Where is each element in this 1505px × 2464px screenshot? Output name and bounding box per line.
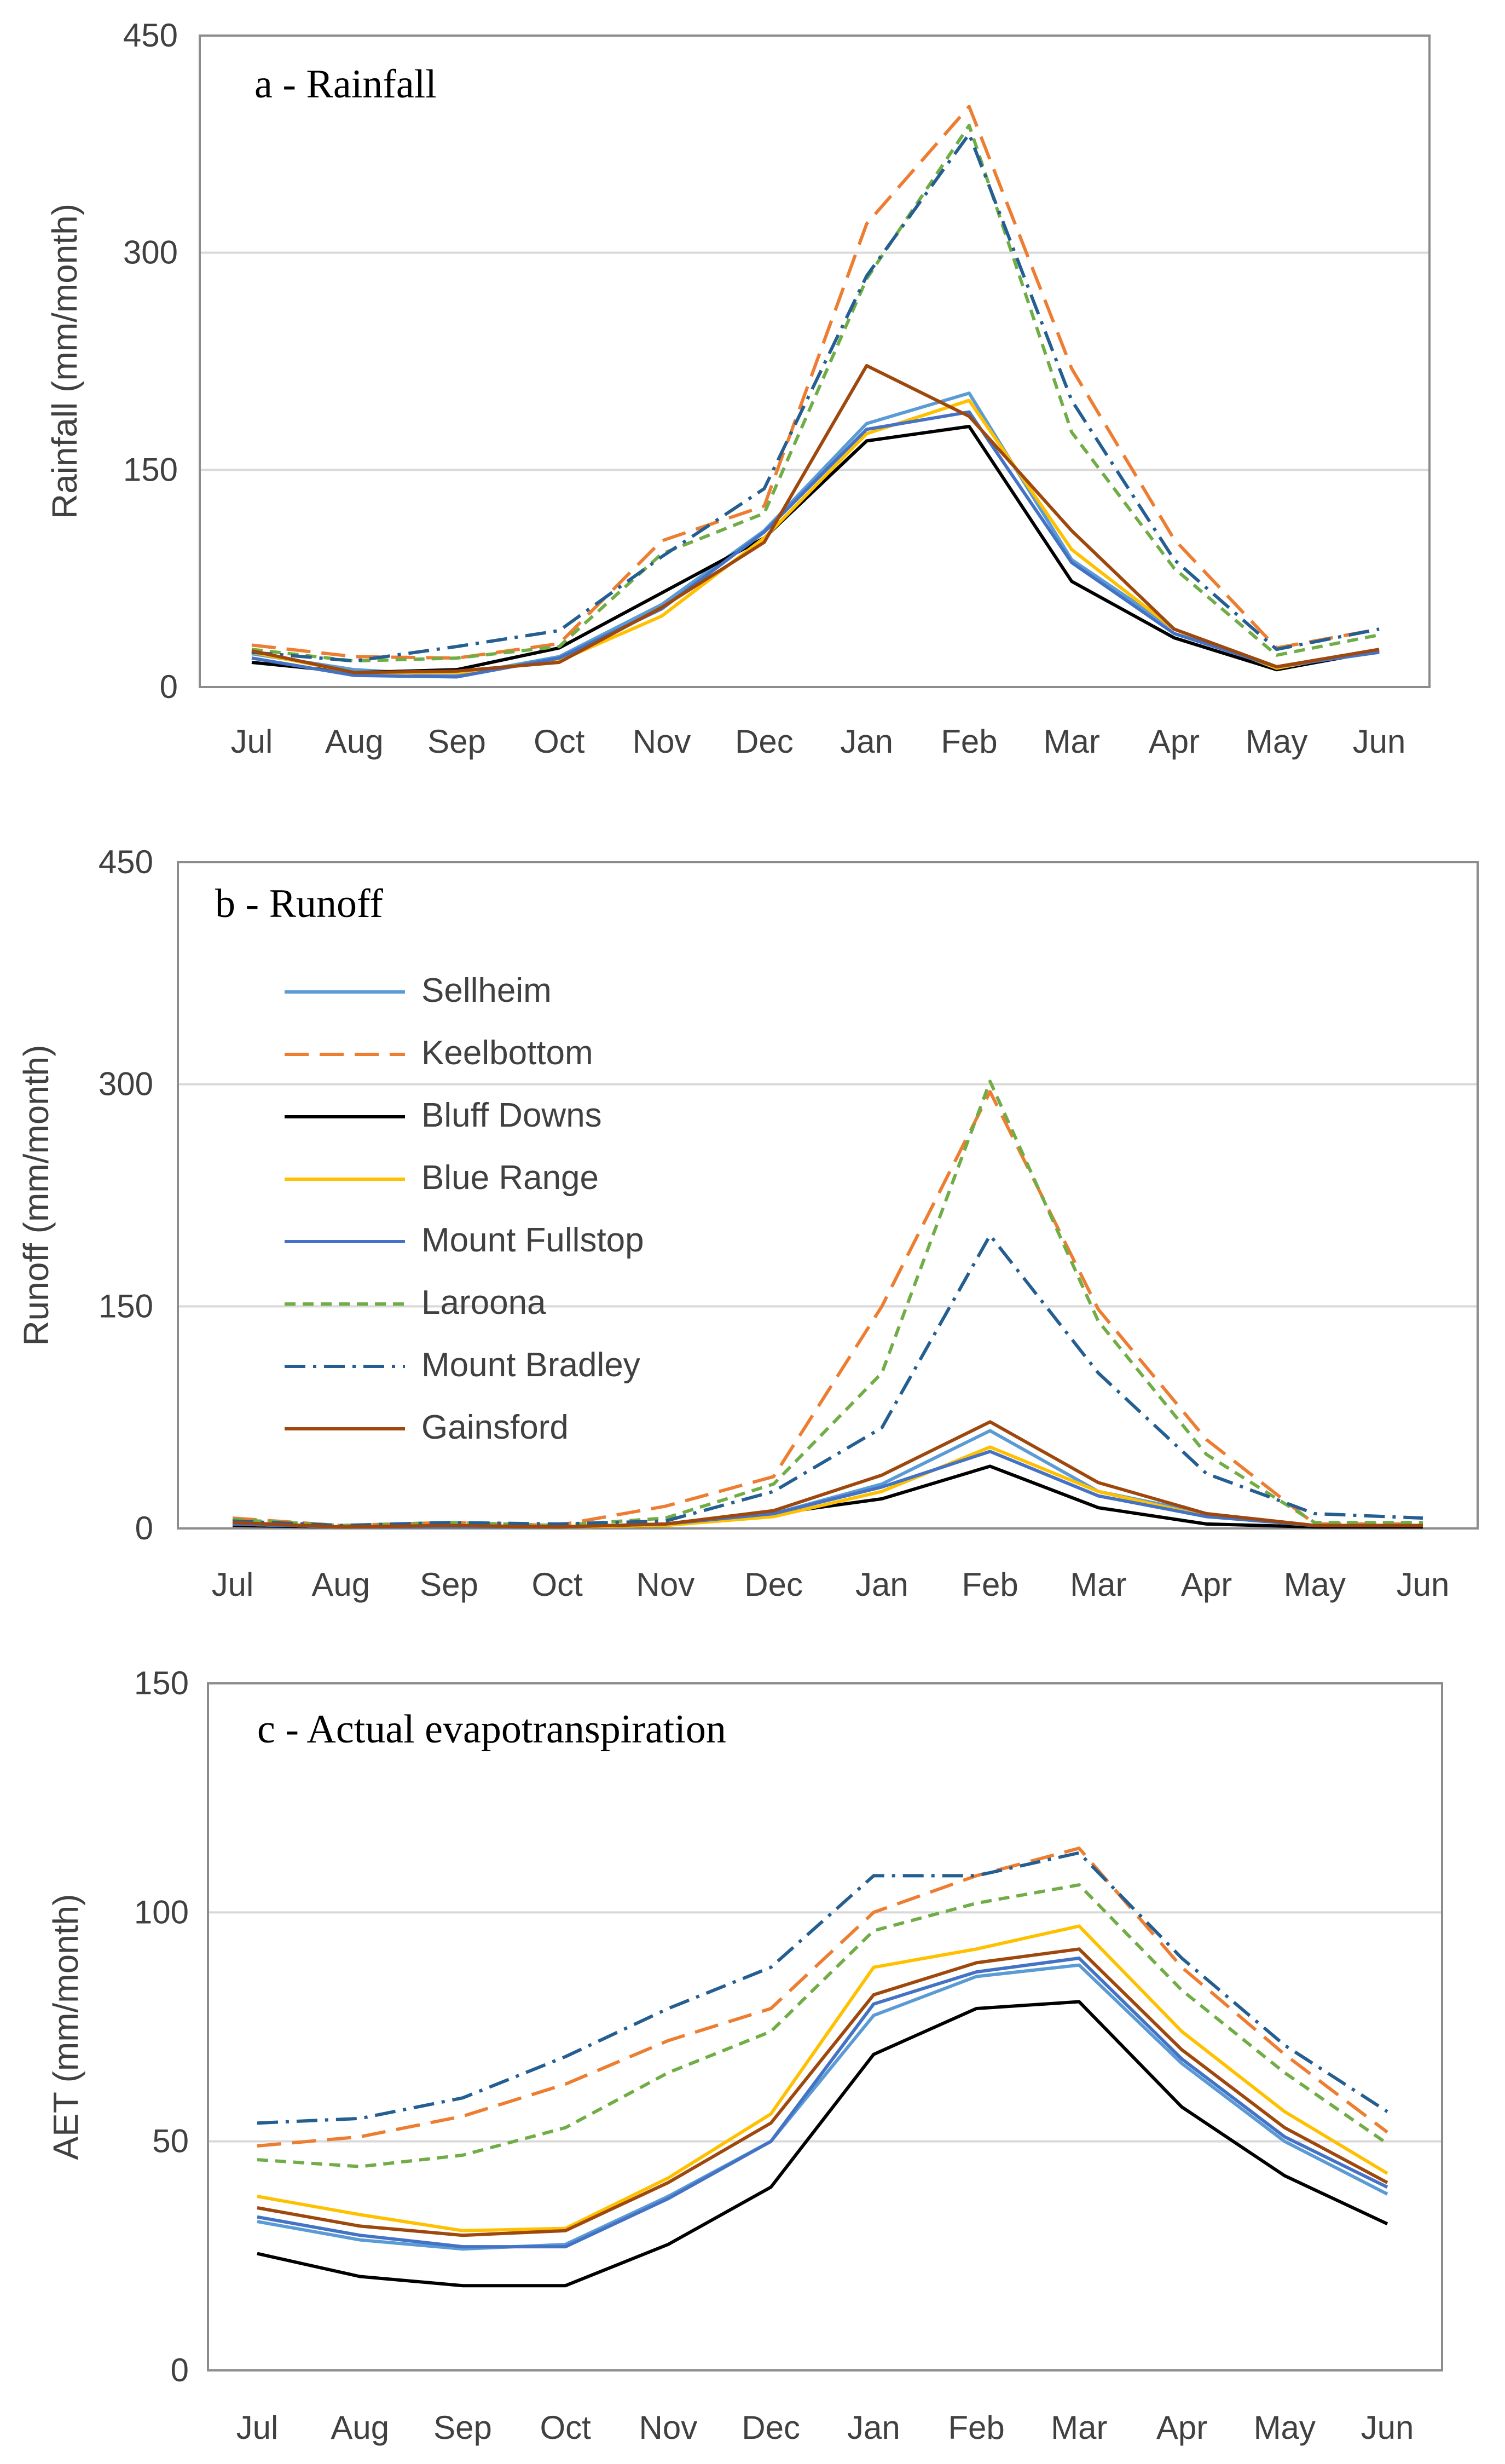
y-tick-label: 450 [123, 17, 178, 54]
y-axis-label: Rainfall (mm/month) [45, 204, 84, 519]
x-tick-label: Oct [540, 2409, 592, 2446]
series-line-sellheim [251, 391, 1380, 677]
y-tick-label: 100 [134, 1894, 189, 1930]
x-tick-label: Dec [744, 1566, 803, 1603]
x-tick-label: Jan [847, 2409, 900, 2446]
x-tick-label: Sep [433, 2409, 492, 2446]
x-tick-label: Nov [636, 1566, 695, 1603]
series-line-blue-range [251, 399, 1380, 674]
x-tick-label: Oct [532, 1566, 583, 1603]
series-line-mount-bradley [257, 1851, 1388, 2125]
x-tick-label: Aug [325, 723, 384, 760]
y-tick-label: 0 [160, 668, 178, 705]
x-tick-label: Feb [948, 2409, 1004, 2446]
series-line-bluff-downs [251, 425, 1380, 674]
x-tick-label: Mar [1051, 2409, 1107, 2446]
legend-label: Sellheim [421, 972, 552, 1009]
legend-label: Bluff Downs [421, 1097, 602, 1134]
x-tick-label: Oct [534, 723, 585, 760]
y-tick-label: 50 [152, 2123, 189, 2160]
y-tick-label: 150 [99, 1288, 153, 1324]
legend-label: Keelbottom [421, 1034, 593, 1072]
x-tick-label: Jan [840, 723, 893, 760]
panel-a: 0 150 300 450 Jul Aug Sep Oct Nov Dec Jan Feb Mar Apr… [45, 17, 1431, 760]
series-line-mount-bradley [232, 1233, 1423, 1527]
y-tick-label: 300 [99, 1066, 153, 1103]
plot-border [177, 861, 1479, 1530]
series-line-gainsford [251, 363, 1380, 674]
series-line-mount-fullstop [251, 410, 1380, 679]
panel-title: c - Actual evapotranspiration [257, 1707, 726, 1752]
series-line-blue-range [257, 1924, 1388, 2232]
x-tick-label: Mar [1044, 723, 1100, 760]
legend-label: Laroona [421, 1284, 546, 1322]
x-tick-label: Sep [427, 723, 486, 760]
panel-title: a - Rainfall [254, 62, 437, 107]
x-tick-label: Jul [236, 2409, 279, 2446]
y-tick-label: 150 [123, 451, 178, 488]
y-tick-label: 0 [135, 1510, 153, 1547]
y-axis-label: AET (mm/month) [46, 1894, 85, 2160]
legend: Sellheim Keelbottom Bluff Downs Blue Range M… [285, 972, 644, 1446]
x-tick-label: Nov [633, 723, 691, 760]
series-line-laroona [232, 1080, 1423, 1527]
x-tick-label: Aug [311, 1566, 370, 1603]
series-line-laroona [251, 124, 1380, 663]
series-line-laroona [257, 1883, 1388, 2168]
series-line-bluff-downs [257, 2000, 1388, 2288]
panel-title: b - Runoff [215, 881, 383, 926]
x-tick-label: Apr [1181, 1566, 1232, 1603]
x-tick-label: Jun [1361, 2409, 1414, 2446]
legend-label: Gainsford [421, 1409, 569, 1446]
panel-c: 0 50 100 150 Jul Aug Sep Oct Nov Dec Jan Feb Mar Apr M… [46, 1665, 1443, 2446]
x-tick-label: Dec [735, 723, 794, 760]
series-line-gainsford [232, 1420, 1423, 1529]
x-tick-label: Jan [855, 1566, 908, 1603]
series-line-mount-fullstop [232, 1450, 1423, 1529]
legend-label: Mount Bradley [421, 1346, 640, 1384]
legend-label: Blue Range [421, 1159, 599, 1197]
x-tick-label: Mar [1070, 1566, 1126, 1603]
x-tick-label: Apr [1156, 2409, 1207, 2446]
x-tick-label: Apr [1149, 723, 1200, 760]
x-tick-label: Jul [231, 723, 273, 760]
series-line-sellheim [257, 1963, 1388, 2251]
x-tick-label: Jun [1397, 1566, 1450, 1603]
legend-label: Mount Fullstop [421, 1221, 644, 1259]
x-tick-label: Feb [962, 1566, 1018, 1603]
x-tick-label: May [1254, 2409, 1316, 2446]
y-axis-label: Runoff (mm/month) [16, 1045, 56, 1346]
series-line-mount-bradley [251, 132, 1380, 663]
series-line-sellheim [232, 1429, 1423, 1529]
y-tick-label: 300 [123, 234, 178, 271]
x-tick-label: Jul [212, 1566, 254, 1603]
series-line-gainsford [257, 1947, 1388, 2237]
y-tick-label: 450 [99, 844, 153, 880]
x-tick-label: May [1246, 723, 1307, 760]
x-tick-label: Jun [1353, 723, 1406, 760]
series-line-mount-fullstop [257, 1957, 1388, 2249]
panel-b: 0 150 300 450 Jul Aug Sep Oct Nov Dec Jan Feb Mar Apr… [16, 844, 1479, 1603]
x-tick-label: Aug [331, 2409, 389, 2446]
x-tick-label: Nov [639, 2409, 698, 2446]
plot-border [199, 34, 1431, 688]
x-tick-label: Feb [941, 723, 997, 760]
y-tick-label: 0 [171, 2352, 189, 2388]
x-tick-label: Dec [742, 2409, 800, 2446]
series-line-keelbottom [257, 1846, 1388, 2148]
x-tick-label: Sep [420, 1566, 478, 1603]
plot-border [207, 1682, 1443, 2371]
x-tick-label: May [1284, 1566, 1346, 1603]
y-tick-label: 150 [134, 1665, 189, 1701]
